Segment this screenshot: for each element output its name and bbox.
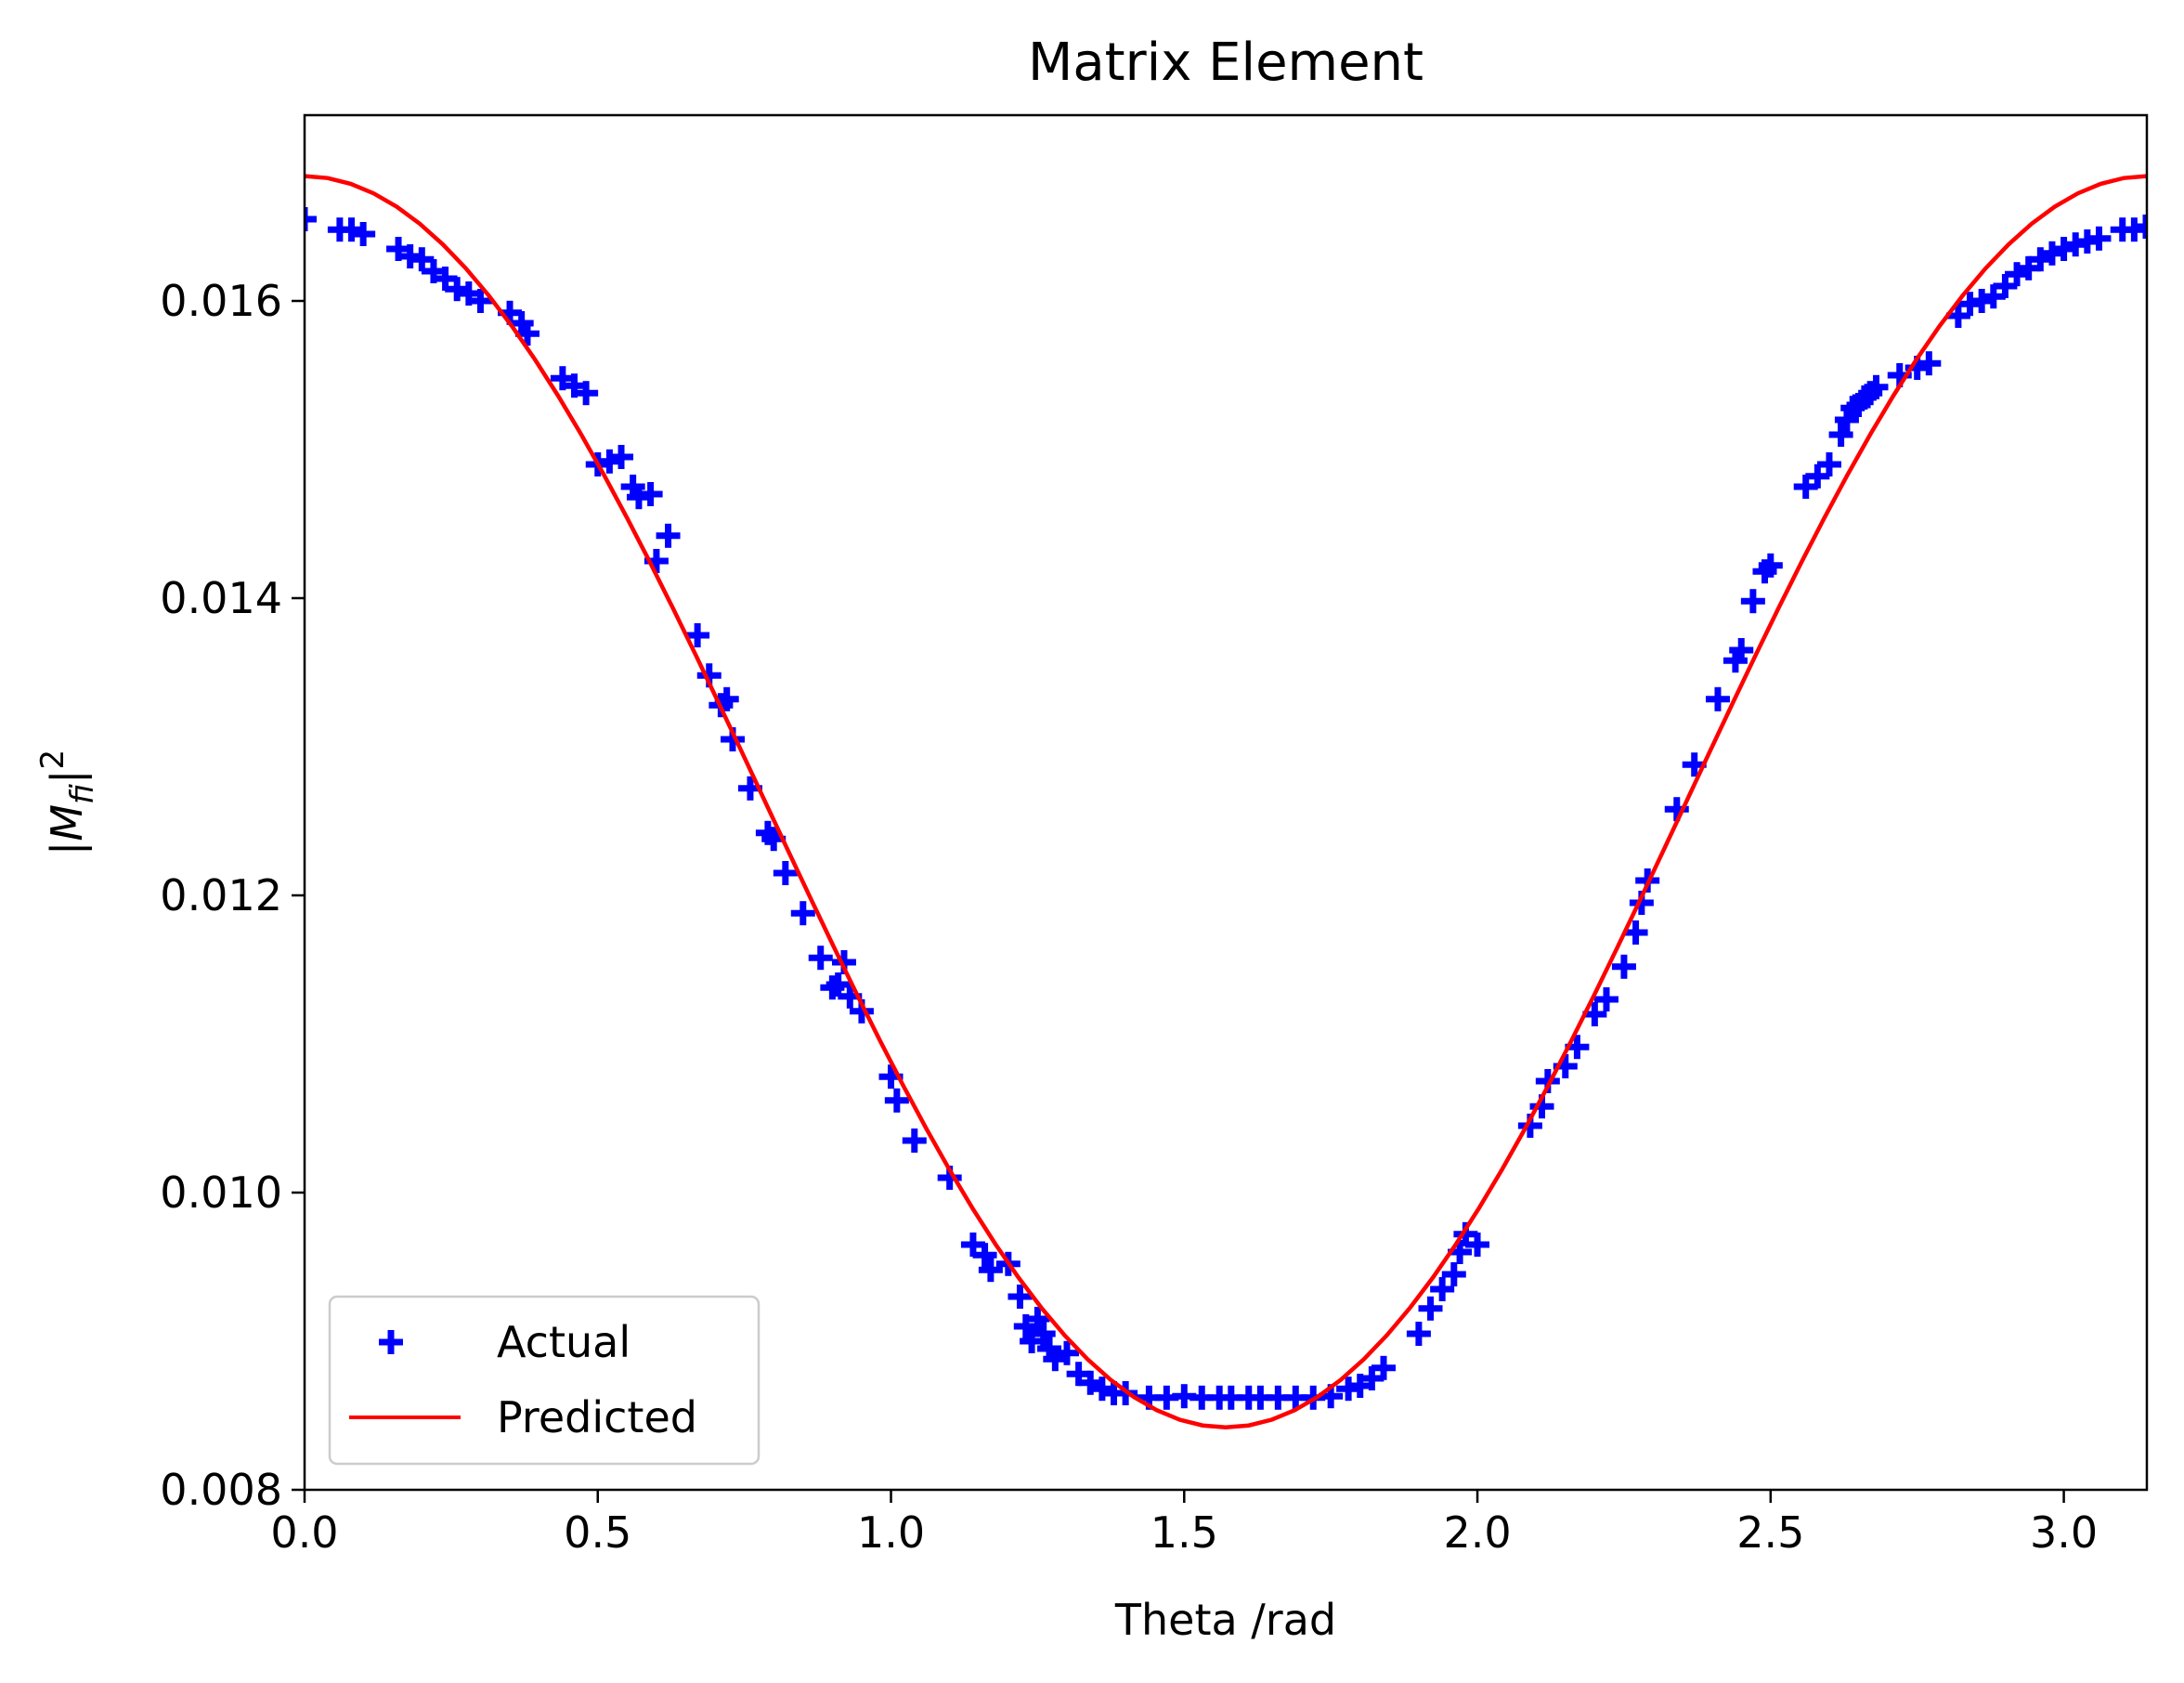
- actual-point: [1805, 463, 1830, 489]
- legend: Actual Predicted: [328, 1295, 760, 1466]
- chart-title: Matrix Element: [1028, 33, 1424, 93]
- actual-point: [808, 946, 833, 971]
- x-axis-ticks: 0.0 0.5 1.0 1.5 2.0 2.5 3.0: [270, 1490, 2098, 1558]
- actual-point: [1465, 1233, 1490, 1257]
- y-axis-label: |Mfi|2: [34, 750, 101, 855]
- x-tick-label: 1.0: [857, 1507, 925, 1558]
- actual-point: [339, 217, 364, 242]
- actual-point: [1945, 304, 1970, 328]
- legend-predicted-label: Predicted: [497, 1392, 697, 1442]
- actual-point: [685, 623, 710, 647]
- actual-point: [1031, 1322, 1056, 1346]
- actual-point: [1441, 1262, 1466, 1286]
- actual-point: [1089, 1376, 1114, 1402]
- actual-point: [410, 247, 435, 272]
- y-axis-ticks: 0.008 0.010 0.012 0.014 0.016: [160, 276, 305, 1515]
- actual-point: [1611, 954, 1636, 979]
- actual-point: [2086, 226, 2112, 251]
- actual-point: [1623, 920, 1648, 945]
- predicted-line: [305, 174, 2147, 1430]
- y-axis-label-sup: 2: [34, 750, 72, 770]
- axes-frame: [303, 113, 2149, 1492]
- actual-point: [1430, 1277, 1455, 1301]
- x-tick-label: 1.5: [1150, 1507, 1218, 1558]
- actual-point: [656, 523, 681, 548]
- actual-point: [1993, 274, 2018, 298]
- plot-marks: [305, 174, 2147, 1430]
- actual-point: [1054, 1340, 1079, 1365]
- legend-actual-marker: [379, 1330, 403, 1354]
- x-tick-label: 2.5: [1736, 1507, 1804, 1558]
- actual-point: [1729, 638, 1754, 662]
- actual-point: [1828, 423, 1853, 447]
- actual-point: [1406, 1322, 1431, 1346]
- y-tick-label: 0.012: [160, 870, 282, 920]
- actual-point: [1025, 1307, 1050, 1331]
- y-tick-label: 0.008: [160, 1465, 282, 1515]
- actual-point: [609, 445, 634, 469]
- y-tick-label: 0.016: [160, 276, 282, 326]
- svg-text:|Mfi|2: |Mfi|2: [34, 750, 101, 855]
- actual-point: [1758, 553, 1783, 578]
- actual-point: [468, 289, 493, 313]
- actual-point: [1917, 351, 1942, 376]
- actual-point: [1864, 374, 1889, 399]
- x-tick-label: 0.5: [564, 1507, 631, 1558]
- legend-box: [328, 1295, 760, 1466]
- x-tick-label: 3.0: [2030, 1507, 2098, 1558]
- y-axis-label-tail: |: [42, 769, 93, 784]
- actual-point: [1372, 1355, 1397, 1380]
- actual-point: [773, 861, 798, 885]
- actual-point: [972, 1243, 997, 1268]
- actual-point: [1593, 987, 1618, 1011]
- actual-point: [902, 1129, 927, 1153]
- actual-point: [978, 1258, 1003, 1283]
- actual-point: [884, 1088, 909, 1113]
- actual-point: [826, 972, 851, 997]
- actual-point: [351, 222, 376, 246]
- actual-point: [574, 381, 599, 406]
- y-tick-label: 0.014: [160, 573, 282, 623]
- actual-point: [305, 207, 317, 231]
- actual-point: [2039, 241, 2064, 266]
- x-axis-label: Theta /rad: [1114, 1595, 1336, 1645]
- actual-point: [790, 901, 815, 926]
- actual-point: [1705, 686, 1730, 711]
- plot-area: [305, 174, 2147, 1430]
- x-tick-label: 2.0: [1443, 1507, 1511, 1558]
- actual-point: [1740, 589, 1765, 614]
- y-tick-label: 0.010: [160, 1168, 282, 1218]
- y-axis-label-base: |M: [42, 804, 93, 855]
- y-axis-label-sub: fi: [64, 784, 101, 804]
- actual-point: [445, 277, 470, 302]
- actual-point: [1816, 452, 1841, 476]
- actual-point: [638, 482, 663, 506]
- actual-point: [1008, 1285, 1033, 1309]
- actual-point: [2051, 237, 2076, 261]
- legend-actual-label: Actual: [497, 1317, 630, 1367]
- actual-point: [1970, 289, 1995, 313]
- actual-point: [597, 449, 622, 474]
- x-tick-label: 0.0: [270, 1507, 338, 1558]
- actual-point: [1418, 1296, 1443, 1321]
